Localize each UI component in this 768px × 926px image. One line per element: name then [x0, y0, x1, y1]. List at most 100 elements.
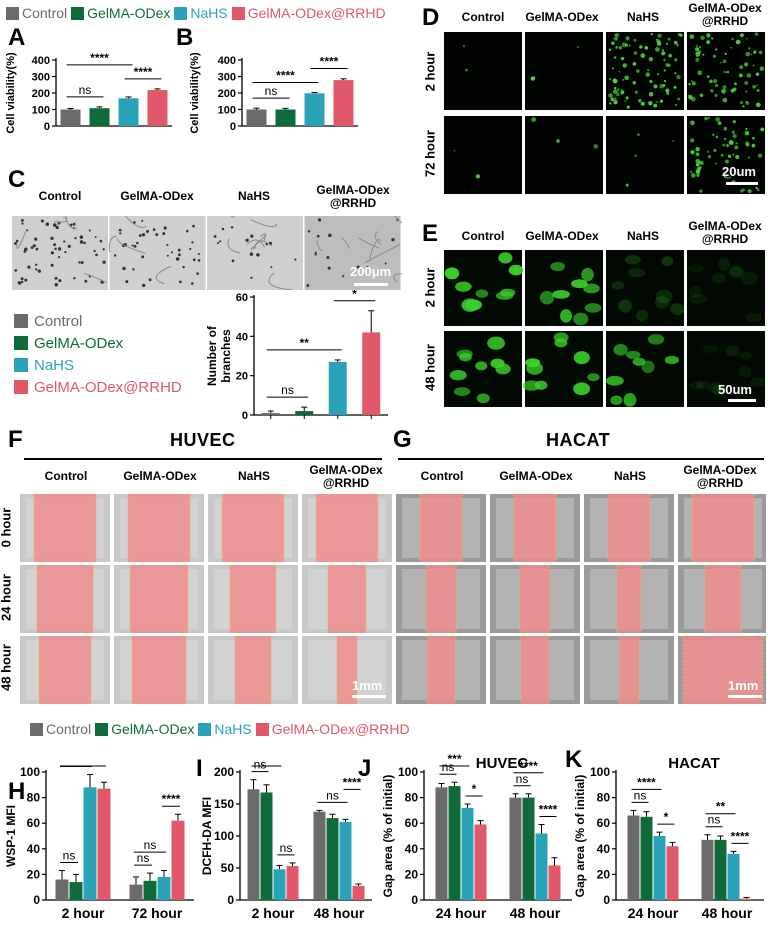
g-title: HACAT	[546, 430, 611, 450]
fluorescent-spot	[465, 68, 468, 72]
cell-dot	[175, 257, 180, 261]
x-tick-label: 48 hour	[314, 905, 365, 921]
y-tick-label: 100	[214, 829, 234, 843]
cell-dot	[53, 243, 56, 247]
tube-line	[369, 238, 382, 259]
cell-dot	[37, 269, 42, 273]
fluorescent-spot	[673, 85, 677, 89]
stained-cell	[738, 365, 752, 378]
y-tick-label: 0	[227, 893, 234, 907]
cell-dot	[24, 278, 28, 282]
stained-cell	[456, 349, 473, 359]
fluorescent-spot	[615, 45, 619, 49]
tube-line	[250, 219, 278, 228]
legend-bottom-control: Control	[30, 721, 91, 737]
bar	[147, 90, 168, 126]
fluorescent-spot	[612, 78, 617, 83]
fluorescent-spot	[734, 145, 739, 150]
d-header-nahs: NaHS	[626, 10, 659, 24]
gap-area	[235, 636, 271, 704]
stained-cell	[449, 370, 467, 381]
fluorescent-spot	[690, 138, 695, 143]
legend-mid-control: Control	[14, 310, 182, 332]
fluorescent-spot	[638, 99, 642, 103]
fluorescent-spot	[650, 33, 653, 36]
f-header-rrhd: GelMA-ODex @RRHD	[309, 463, 383, 490]
cell-dot	[219, 240, 222, 243]
fluorescent-spot	[648, 91, 654, 97]
chart-i: 0 50 100 150 200 DCFH-DA MFI 2 hour 48 hour ns **…	[200, 760, 372, 921]
significance-label: ns	[442, 760, 455, 774]
d-header-control: Control	[461, 10, 505, 24]
bar	[640, 816, 653, 900]
f-rule	[24, 458, 382, 460]
cell-dot	[314, 251, 317, 254]
cell-dot	[52, 223, 57, 227]
tube-line	[65, 216, 78, 229]
significance-label: ns	[326, 788, 339, 802]
fluorescence-tile	[687, 250, 765, 326]
bar	[509, 797, 522, 900]
significance-label: ***	[447, 752, 461, 766]
stained-cell	[461, 298, 479, 312]
bar	[118, 98, 139, 126]
significance-label: ns	[144, 838, 157, 852]
g-header-gelma-odex: GelMA-ODex	[499, 469, 573, 483]
fluorescent-spot	[657, 33, 662, 38]
fluorescent-spot	[750, 53, 753, 56]
fluorescent-spot	[747, 188, 752, 194]
cell-dot	[145, 229, 150, 234]
fluorescent-spot	[531, 117, 537, 122]
legend-bottom-gelma-odex: GelMA-ODex	[95, 721, 194, 737]
cell-dot	[141, 255, 145, 259]
c-scale-bar	[354, 283, 388, 286]
legend-item-nahs: NaHS	[174, 5, 228, 21]
cell-dot	[55, 225, 59, 230]
y-tick-label: 0	[44, 121, 50, 133]
cell-dot	[40, 219, 44, 223]
legend-mid-gelma-odex: GelMA-ODex	[14, 332, 182, 354]
chart-title: HUVEC	[476, 755, 529, 772]
cell-dot	[314, 253, 317, 256]
d-scale-bar	[726, 182, 758, 185]
cell-dot	[27, 265, 31, 269]
fluorescent-spot	[696, 55, 699, 58]
stained-cell	[661, 256, 674, 267]
fluorescent-spot	[735, 154, 740, 160]
cell-dot	[45, 222, 50, 226]
fluorescent-spot	[462, 45, 465, 48]
stained-cell	[508, 264, 524, 276]
g-header-rrhd: GelMA-ODex @RRHD	[683, 463, 757, 490]
f-header-gelma-odex: GelMA-ODex	[123, 469, 197, 483]
bar	[328, 361, 347, 415]
g-scale-bar	[728, 695, 762, 698]
y-tick-label: 300	[218, 72, 236, 84]
cell-dot	[79, 235, 84, 239]
tube-line	[83, 273, 108, 284]
fluorescent-spot	[754, 32, 759, 36]
cell-dot	[138, 234, 142, 237]
fluorescent-spot	[695, 44, 698, 47]
fluorescent-spot	[753, 50, 757, 54]
gap-area	[617, 565, 641, 633]
stained-cell	[641, 360, 655, 373]
fluorescent-spot	[666, 89, 669, 92]
fluorescent-spot	[640, 101, 645, 106]
x-tick-label: 24 hour	[628, 905, 679, 921]
fluorescent-spot	[755, 102, 761, 108]
cell-dot	[67, 244, 71, 248]
fluorescent-spot	[688, 82, 691, 86]
cell-dot	[327, 266, 331, 270]
cell-dot	[35, 247, 39, 251]
cell-dot	[221, 227, 225, 231]
fluorescent-spot	[626, 105, 630, 109]
cell-dot	[79, 240, 84, 244]
cell-dot	[14, 269, 18, 272]
cell-dot	[391, 237, 395, 242]
cell-dot	[20, 218, 24, 222]
fluorescent-spot	[712, 54, 717, 58]
bar	[89, 108, 110, 126]
fluorescent-spot	[695, 169, 701, 175]
fluorescent-spot	[724, 71, 728, 74]
